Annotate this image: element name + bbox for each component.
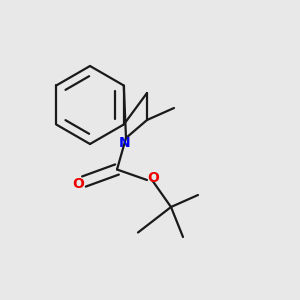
Text: O: O: [72, 178, 84, 191]
Text: N: N: [119, 136, 130, 150]
Text: O: O: [148, 172, 160, 185]
